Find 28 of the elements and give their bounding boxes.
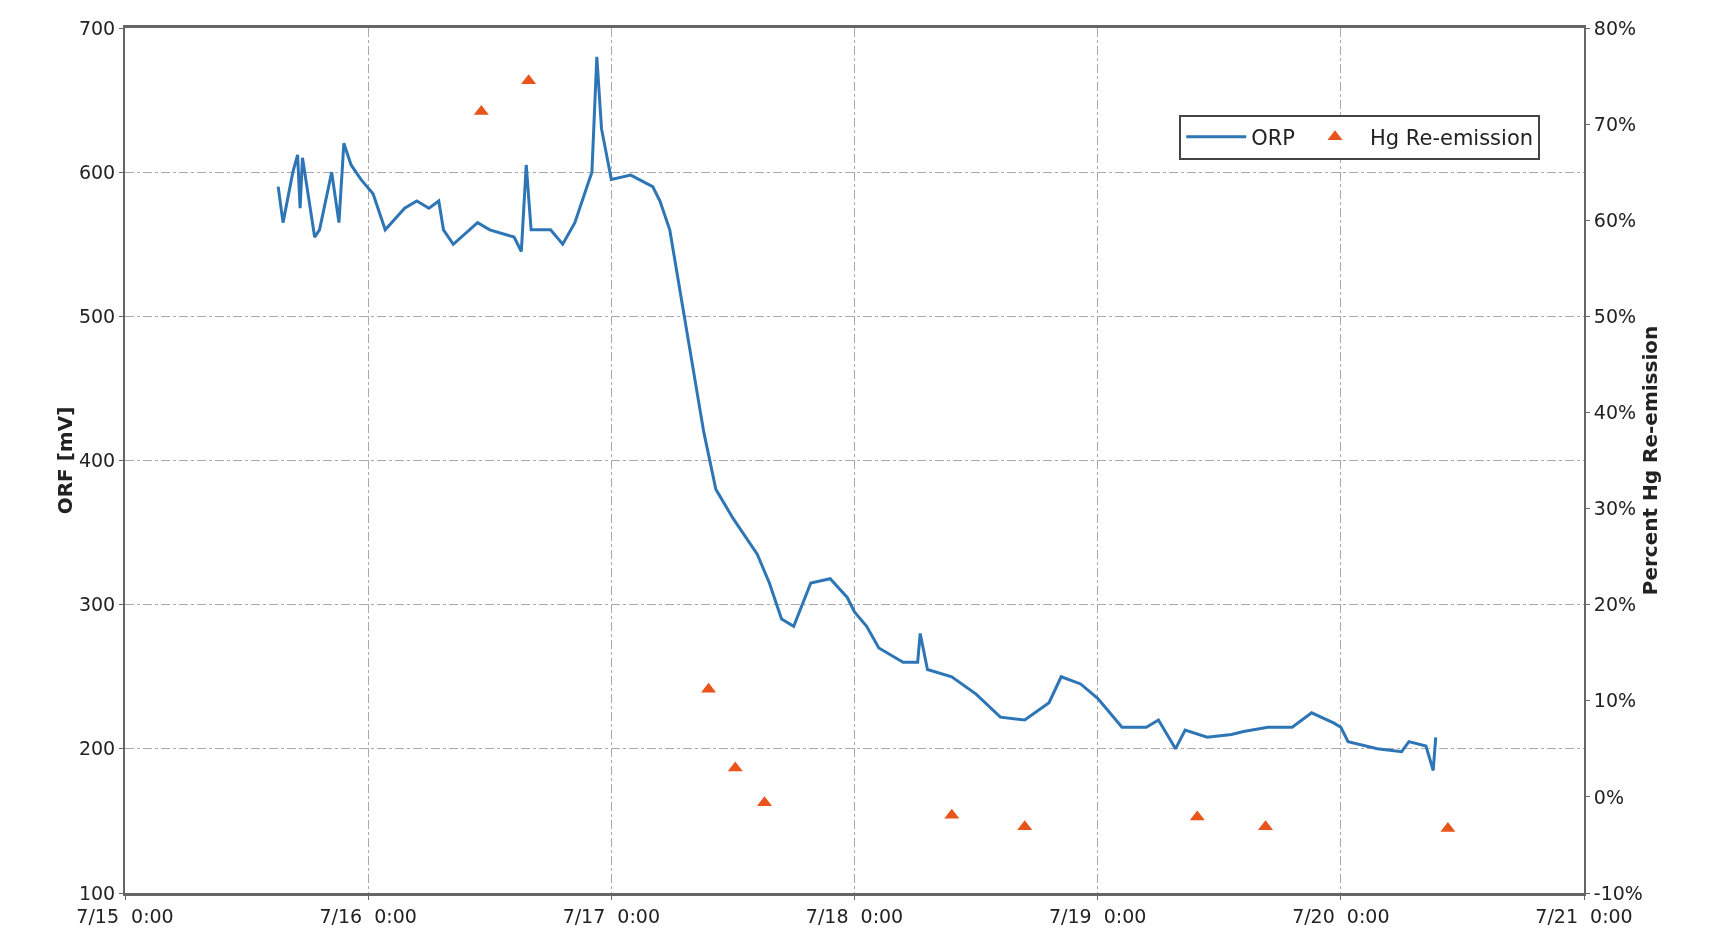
y2-tick-label: 0% — [1593, 785, 1624, 808]
y2-tick-label: 60% — [1593, 208, 1637, 231]
y2-tick-label: 10% — [1593, 689, 1637, 712]
y2-tick-label: 80% — [1593, 16, 1637, 39]
y2-tick-label: 70% — [1593, 112, 1637, 135]
x-tick-label: 7/17 0:00 — [562, 904, 661, 927]
y-tick-label: 100 — [78, 881, 116, 904]
x-tick-label: 7/19 0:00 — [1048, 904, 1147, 927]
y-axis-title: ORF [mV] — [52, 406, 77, 515]
y-tick-label: 300 — [78, 593, 116, 616]
y2-tick-label: 50% — [1593, 304, 1637, 327]
x-tick-label: 7/16 0:00 — [319, 904, 417, 927]
y2-tick-label: 20% — [1593, 593, 1637, 616]
y2-tick-label: 40% — [1593, 401, 1637, 424]
y-tick-label: 200 — [78, 737, 116, 760]
y-tick-label: 500 — [78, 304, 116, 327]
legend-label: ORP — [1251, 125, 1296, 150]
y-tick-label: 600 — [78, 160, 116, 183]
x-tick-label: 7/18 0:00 — [805, 904, 904, 927]
x-tick-label: 7/20 0:00 — [1292, 904, 1390, 927]
y2-tick-label: -10% — [1593, 881, 1643, 904]
legend-label: Hg Re-emission — [1370, 125, 1534, 150]
y-tick-label: 400 — [78, 449, 116, 472]
x-tick-label: 7/21 0:00 — [1535, 904, 1633, 927]
y2-axis-title: Percent Hg Re-emission — [1638, 325, 1663, 596]
y-tick-label: 700 — [78, 16, 116, 39]
y2-tick-label: 30% — [1593, 497, 1637, 520]
x-tick-label: 7/15 0:00 — [76, 904, 174, 927]
